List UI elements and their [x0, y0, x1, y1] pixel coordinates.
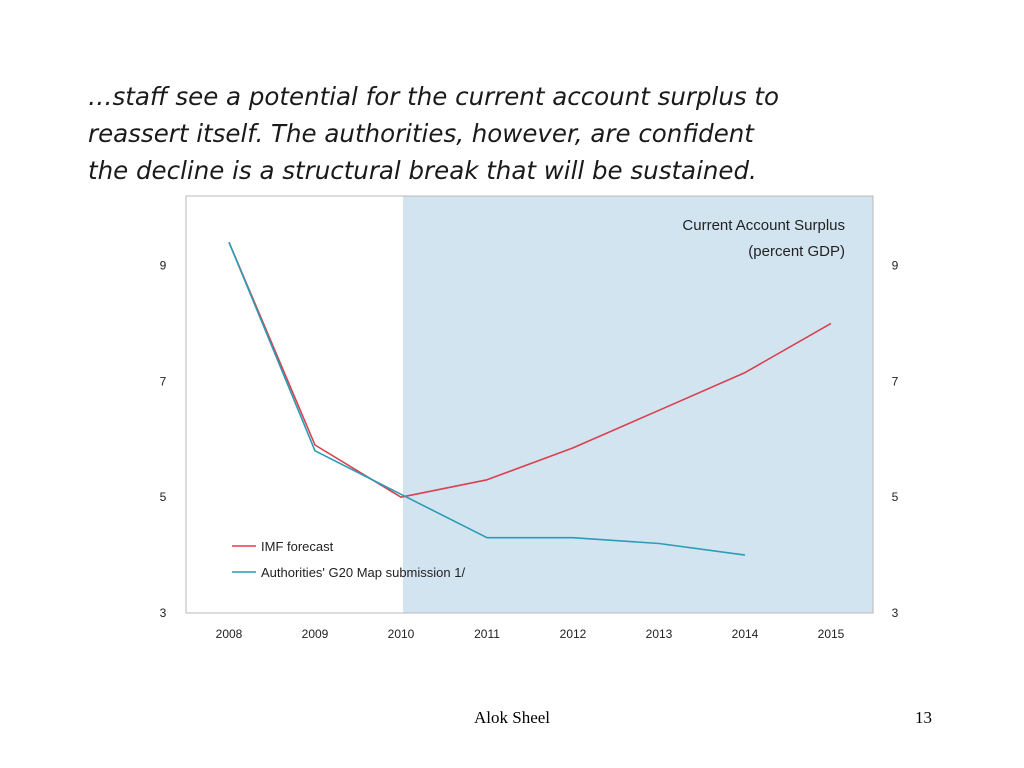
- legend-label: Authorities' G20 Map submission 1/: [261, 565, 465, 580]
- x-tick-label: 2012: [560, 627, 587, 641]
- y-tick-label-right: 5: [892, 490, 899, 504]
- legend-label: IMF forecast: [261, 539, 334, 554]
- y-tick-label-left: 3: [160, 606, 167, 620]
- y-tick-label-right: 7: [892, 374, 899, 388]
- y-tick-label-left: 5: [160, 490, 167, 504]
- plot-frame: [185, 195, 874, 614]
- y-tick-label-right: 9: [892, 259, 899, 273]
- chart-title: Current Account Surplus: [682, 217, 845, 234]
- series-line-authorities-g20: [228, 241, 746, 556]
- x-tick-label: 2015: [818, 627, 845, 641]
- x-tick-label: 2009: [302, 627, 329, 641]
- x-tick-label: 2008: [216, 627, 243, 641]
- body-line-2: reassert itself. The authorities, howeve…: [88, 119, 754, 148]
- y-tick-label-left: 7: [160, 374, 167, 388]
- chart-subtitle: (percent GDP): [748, 243, 845, 260]
- series-line-imf-forecast: [228, 241, 832, 498]
- x-tick-label: 2013: [646, 627, 673, 641]
- page-number: 13: [915, 708, 932, 727]
- y-tick-label-left: 9: [160, 259, 167, 273]
- x-tick-label: 2010: [388, 627, 415, 641]
- slide-body-text: …staff see a potential for the current a…: [88, 78, 968, 189]
- y-tick-label-right: 3: [892, 606, 899, 620]
- body-line-1: …staff see a potential for the current a…: [88, 82, 780, 111]
- x-tick-label: 2014: [732, 627, 759, 641]
- footer-author: Alok Sheel: [473, 708, 551, 727]
- forecast-shaded-region: [403, 196, 873, 613]
- x-tick-label: 2011: [474, 627, 500, 641]
- body-line-3: the decline is a structural break that w…: [88, 156, 757, 185]
